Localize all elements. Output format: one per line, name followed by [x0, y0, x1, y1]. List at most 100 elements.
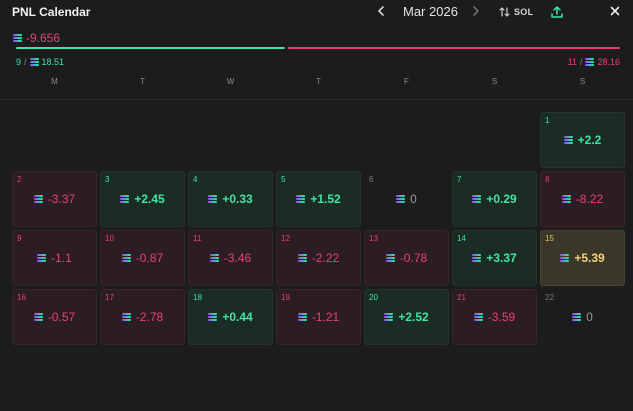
calendar-day-cell[interactable]: 8 -8.22	[540, 171, 625, 227]
sol-icon	[585, 58, 595, 66]
calendar-day-cell[interactable]: 11 -3.46	[188, 230, 273, 286]
divider	[0, 99, 633, 100]
day-pnl-value: -0.87	[135, 251, 164, 265]
day-pnl: -0.87	[101, 251, 184, 265]
day-pnl-value: +2.2	[577, 133, 602, 147]
prev-month-button[interactable]	[374, 3, 388, 19]
day-number: 2	[17, 175, 22, 184]
day-pnl: -8.22	[541, 192, 624, 206]
day-pnl: 0	[541, 310, 624, 324]
calendar-day-cell[interactable]: 22 0	[540, 289, 625, 345]
calendar-day-cell[interactable]: 5 +1.52	[276, 171, 361, 227]
sol-icon	[384, 313, 394, 321]
sol-icon	[33, 195, 43, 203]
day-pnl-value: +0.33	[222, 192, 253, 206]
loss-amount: 28.16	[597, 57, 620, 67]
calendar-day-cell[interactable]: 7 +0.29	[452, 171, 537, 227]
sol-icon	[385, 254, 395, 262]
sol-icon	[121, 254, 131, 262]
day-pnl: -0.78	[365, 251, 448, 265]
day-pnl-value: +5.39	[574, 251, 605, 265]
calendar-day-cell[interactable]: 21 -3.59	[452, 289, 537, 345]
day-pnl-value: +2.52	[398, 310, 429, 324]
day-pnl: +2.2	[541, 133, 624, 147]
day-pnl: +0.44	[189, 310, 272, 324]
export-button[interactable]	[550, 5, 564, 19]
sol-icon	[208, 195, 218, 203]
day-pnl: -3.46	[189, 251, 272, 265]
sol-icon	[209, 254, 219, 262]
current-month: Mar 2026	[403, 4, 458, 19]
weekday-label: S	[579, 77, 586, 86]
header: PNL Calendar Mar 2026 SOL	[0, 0, 633, 24]
day-number: 3	[105, 175, 110, 184]
day-pnl-value: -0.78	[399, 251, 428, 265]
total-pnl-value: -9.656	[26, 31, 61, 45]
day-pnl: +1.52	[277, 192, 360, 206]
win-stats: 9 / 18.51	[16, 57, 64, 67]
upload-icon	[551, 6, 563, 18]
day-pnl-value: -8.22	[575, 192, 604, 206]
day-number: 8	[545, 175, 550, 184]
day-number: 19	[281, 293, 290, 302]
sol-icon	[297, 313, 307, 321]
sort-icon	[499, 7, 510, 17]
calendar-day-cell[interactable]: 18 +0.44	[188, 289, 273, 345]
weekday-label: F	[404, 77, 409, 86]
day-pnl: -2.22	[277, 251, 360, 265]
close-button[interactable]	[608, 4, 622, 18]
day-pnl-value: -3.37	[47, 192, 76, 206]
loss-days-count: 11	[567, 57, 577, 67]
calendar-day-cell[interactable]: 10 -0.87	[100, 230, 185, 286]
sol-icon	[13, 34, 22, 42]
day-number: 10	[105, 234, 114, 243]
sol-icon	[563, 136, 573, 144]
sol-icon	[561, 195, 571, 203]
day-pnl-value: +2.45	[134, 192, 165, 206]
calendar-day-cell[interactable]: 15 +5.39	[540, 230, 625, 286]
sol-icon	[572, 313, 582, 321]
day-number: 4	[193, 175, 198, 184]
day-number: 6	[369, 175, 374, 184]
weekday-label: W	[226, 77, 235, 86]
day-pnl-value: -1.21	[311, 310, 340, 324]
day-pnl: -0.57	[13, 310, 96, 324]
calendar-day-cell[interactable]: 17 -2.78	[100, 289, 185, 345]
weekday-label: S	[491, 77, 498, 86]
day-number: 20	[369, 293, 378, 302]
sol-icon	[29, 58, 39, 66]
sol-icon	[472, 254, 482, 262]
calendar-day-cell[interactable]: 19 -1.21	[276, 289, 361, 345]
sol-icon	[396, 195, 406, 203]
win-separator: /	[24, 57, 27, 67]
day-pnl-value: -3.59	[487, 310, 516, 324]
day-pnl: +0.33	[189, 192, 272, 206]
calendar-day-cell[interactable]: 14 +3.37	[452, 230, 537, 286]
day-pnl: +5.39	[541, 251, 624, 265]
day-number: 13	[369, 234, 378, 243]
currency-toggle-button[interactable]: SOL	[499, 5, 533, 19]
calendar-day-cell[interactable]: 20 +2.52	[364, 289, 449, 345]
calendar-day-cell[interactable]: 1 +2.2	[540, 112, 625, 168]
sol-icon	[296, 195, 306, 203]
calendar-day-cell[interactable]: 13 -0.78	[364, 230, 449, 286]
day-pnl-value: -2.22	[311, 251, 340, 265]
next-month-button[interactable]	[469, 3, 483, 19]
calendar-day-cell[interactable]: 16 -0.57	[12, 289, 97, 345]
calendar-day-cell[interactable]: 12 -2.22	[276, 230, 361, 286]
day-pnl-value: +0.29	[486, 192, 517, 206]
sol-icon	[297, 254, 307, 262]
panel-title: PNL Calendar	[12, 5, 91, 19]
total-pnl: -9.656	[13, 31, 60, 45]
calendar-day-cell[interactable]: 9 -1.1	[12, 230, 97, 286]
calendar-day-cell[interactable]: 3 +2.45	[100, 171, 185, 227]
chevron-right-icon	[473, 6, 479, 16]
calendar-day-cell[interactable]: 4 +0.33	[188, 171, 273, 227]
calendar-day-cell[interactable]: 2 -3.37	[12, 171, 97, 227]
currency-label: SOL	[514, 7, 534, 17]
win-days-count: 9	[16, 57, 22, 67]
sol-icon	[473, 313, 483, 321]
day-pnl: -1.1	[13, 251, 96, 265]
